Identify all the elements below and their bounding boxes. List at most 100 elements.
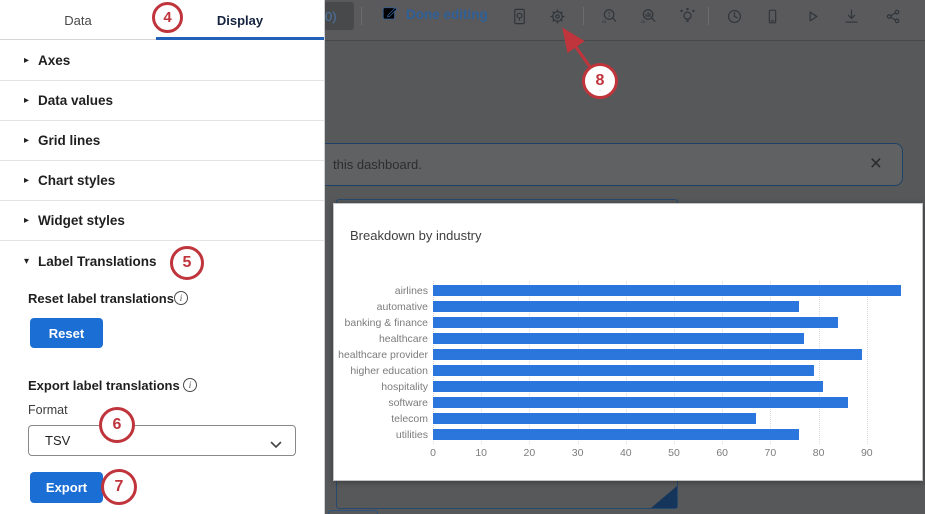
format-label: Format (28, 403, 68, 417)
tab-display[interactable]: Display (216, 12, 264, 28)
accordion-label-translations[interactable]: ▾ Label Translations (24, 253, 157, 269)
accordion-chart-styles[interactable]: ▸ Chart styles (0, 161, 324, 201)
settings-gear-icon[interactable] (545, 4, 569, 28)
chevron-right-icon: ▸ (24, 215, 30, 226)
category-label: higher education (350, 365, 428, 377)
chart-plot: 0 10 20 30 40 50 60 70 80 90 airlines automative ban… (334, 204, 922, 480)
bar-software (433, 397, 848, 409)
annotation-step-6: 6 (99, 407, 135, 443)
bar-hospitality (433, 381, 824, 393)
svg-text:T: T (607, 11, 611, 18)
chart-gridline (433, 281, 434, 444)
x-axis-tick-label: 30 (571, 447, 584, 459)
category-label: healthcare provider (338, 348, 428, 361)
x-axis-tick-label: 0 (430, 447, 436, 459)
bar-automative (433, 300, 800, 312)
chart-gridline (818, 281, 820, 444)
dashboard-info-banner: this dashboard. × (310, 143, 903, 186)
panel-tabbar: Data Display (0, 0, 324, 40)
bar-banking-finance (433, 316, 838, 328)
bar-telecom (433, 413, 756, 425)
accordion-grid-lines[interactable]: ▸ Grid lines (0, 121, 324, 161)
widget-settings-panel: Data Display ▸ Axes ▸ Data values ▸ Grid li… (0, 0, 325, 514)
category-label: airlines (394, 284, 428, 297)
x-axis-tick-label: 10 (475, 447, 488, 459)
annotation-step-4: 4 (152, 2, 183, 33)
category-label: utilities (395, 429, 428, 442)
banner-text: this dashboard. (333, 157, 422, 172)
chart-gridline (674, 281, 675, 444)
category-label: banking & finance (344, 316, 428, 329)
info-icon[interactable]: i (174, 291, 188, 305)
format-select[interactable]: TSV (28, 425, 296, 456)
play-preview-icon[interactable] (800, 4, 824, 28)
x-axis-tick-label: 70 (764, 447, 777, 459)
chart-gridline (481, 281, 483, 444)
chevron-down-icon: ▾ (24, 255, 30, 267)
insights-bulb-icon[interactable] (675, 4, 699, 28)
stats-iq-search-icon[interactable]: ia (636, 4, 660, 28)
reset-translations-heading: Reset label translations (28, 291, 174, 306)
chart-gridline (625, 281, 627, 444)
category-label: telecom (391, 413, 428, 426)
annotation-step-7: 7 (101, 469, 137, 505)
history-clock-icon[interactable] (722, 4, 746, 28)
svg-text:ia: ia (602, 18, 606, 24)
accordion-axes[interactable]: ▸ Axes (0, 41, 324, 81)
chart-title: Breakdown by industry (350, 228, 482, 243)
category-label: healthcare (378, 332, 428, 345)
x-axis-tick-label: 40 (619, 447, 632, 459)
chevron-right-icon: ▸ (24, 175, 30, 186)
done-editing-button[interactable]: Done editing (381, 4, 488, 25)
download-export-icon[interactable] (839, 4, 863, 28)
x-axis-tick-label: 80 (812, 447, 825, 459)
done-editing-label: Done editing (406, 7, 488, 22)
bar-utilities (433, 429, 800, 441)
bar-higher-education (433, 365, 814, 376)
export-button[interactable]: Export (30, 472, 103, 503)
bar-airlines (433, 284, 901, 296)
accordion-data-values[interactable]: ▸ Data values (0, 81, 324, 121)
category-label: automative (376, 300, 428, 313)
x-axis-tick-label: 60 (716, 447, 729, 459)
x-axis-tick-label: 20 (523, 447, 536, 459)
x-axis-tick-label: 90 (860, 447, 873, 459)
chart-widget-card: Breakdown by industry 0 10 20 30 40 50 60 70 80 9… (333, 203, 923, 481)
share-icon[interactable] (881, 4, 905, 28)
svg-text:ia: ia (641, 18, 645, 24)
close-icon[interactable]: × (869, 152, 882, 175)
chevron-right-icon: ▸ (24, 55, 30, 66)
chart-gridline (529, 281, 531, 444)
mobile-preview-icon[interactable] (760, 4, 784, 28)
chart-gridline (866, 281, 868, 444)
tab-data[interactable]: Data (64, 12, 92, 28)
chart-gridline (770, 281, 772, 444)
reset-button[interactable]: Reset (30, 318, 103, 348)
chevron-down-icon (270, 437, 282, 452)
annotation-arrow-to-gear (562, 27, 592, 68)
bar-healthcare (433, 332, 805, 344)
widget-resize-handle[interactable] (651, 486, 677, 508)
toolbar-separator (361, 7, 362, 25)
page-insights-icon[interactable] (507, 4, 531, 28)
chart-gridline (722, 281, 724, 444)
annotation-step-8: 8 (582, 63, 618, 99)
chevron-right-icon: ▸ (24, 95, 30, 106)
category-label: software (388, 397, 428, 410)
adjacent-widget-outline (328, 510, 378, 514)
format-select-value: TSV (45, 433, 71, 448)
category-label: hospitality (381, 381, 428, 394)
bar-healthcare-provider (433, 348, 862, 360)
edit-pencil-icon (381, 4, 399, 25)
x-axis-tick-label: 50 (668, 447, 680, 459)
active-tab-underline (156, 37, 324, 40)
accordion-widget-styles[interactable]: ▸ Widget styles (0, 201, 324, 241)
chart-gridline (577, 281, 579, 444)
chevron-right-icon: ▸ (24, 135, 30, 146)
annotation-step-5: 5 (170, 246, 204, 280)
export-translations-heading: Export label translations (28, 378, 180, 393)
info-icon[interactable]: i (183, 378, 197, 392)
toolbar-separator (583, 7, 584, 25)
